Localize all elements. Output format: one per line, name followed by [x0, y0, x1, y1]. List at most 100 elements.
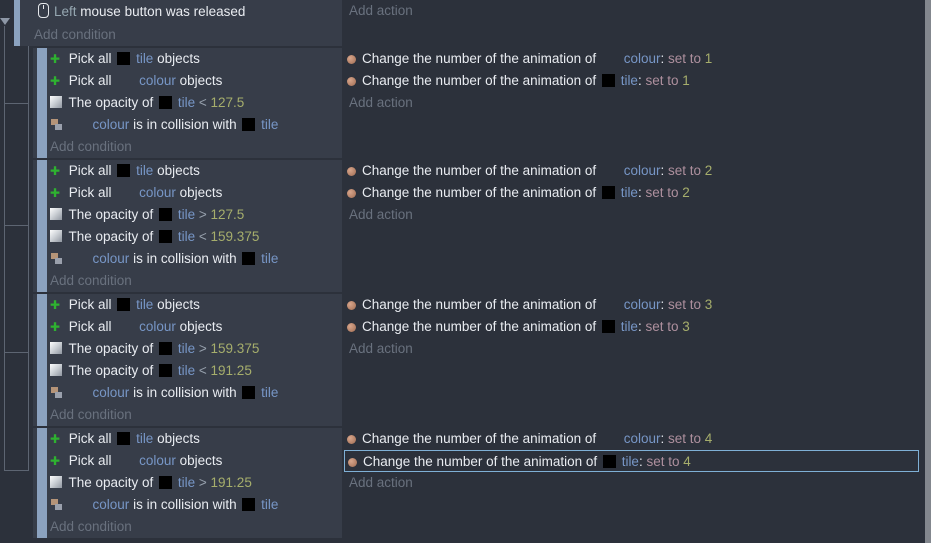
- text-segment: 4: [704, 431, 713, 446]
- action-row[interactable]: Change the number of the animation of ti…: [344, 70, 919, 92]
- add-condition-button[interactable]: Add condition: [50, 139, 132, 154]
- text-segment: Pick all: [68, 297, 112, 312]
- add-condition-button[interactable]: Add condition: [50, 519, 132, 534]
- collision-square-b: [55, 258, 62, 264]
- text-segment: tile: [177, 95, 196, 110]
- text-segment: colour: [623, 297, 661, 312]
- collision-icon: [50, 252, 65, 266]
- condition-row[interactable]: The opacity of tile < 191.25: [33, 360, 342, 382]
- condition-row[interactable]: Pick all tile objects: [33, 160, 342, 182]
- condition-row[interactable]: The opacity of tile < 159.375: [33, 226, 342, 248]
- text-segment: 127.5: [210, 95, 245, 110]
- text-segment: Change the number of the animation of: [362, 431, 597, 446]
- condition-row[interactable]: colour is in collision with tile: [33, 494, 342, 516]
- add-condition-button[interactable]: Add condition: [50, 407, 132, 422]
- tile-object-thumbnail: [242, 118, 256, 131]
- tile-object-thumbnail: [601, 186, 615, 199]
- text-segment: Change the number of the animation of: [362, 73, 597, 88]
- text-segment: 3: [682, 319, 690, 334]
- condition-row[interactable]: Pick all colour objects: [33, 70, 342, 92]
- pick-objects-icon: [50, 428, 65, 450]
- animation-icon: [347, 77, 356, 86]
- animation-icon: [347, 301, 356, 310]
- conditions-column: Pick all tile objects Pick all colour ob…: [33, 48, 342, 158]
- pick-objects-icon: [50, 48, 65, 70]
- event-drag-bar[interactable]: [14, 0, 20, 46]
- tile-object-thumbnail: [159, 364, 173, 377]
- colour-object-thumbnail: [69, 498, 89, 511]
- pick-objects-icon: [50, 294, 65, 316]
- text-segment: tile: [177, 341, 196, 356]
- condition-row[interactable]: The opacity of tile > 191.25: [33, 472, 342, 494]
- text-segment: Change the number of the animation of: [362, 185, 597, 200]
- tile-object-thumbnail: [117, 52, 131, 65]
- action-row[interactable]: Change the number of the animation of co…: [344, 48, 919, 70]
- conditions-column: Pick all tile objects Pick all colour ob…: [33, 428, 342, 538]
- text-segment: :: [638, 454, 643, 469]
- conditions-column: Pick all tile objects Pick all colour ob…: [33, 160, 342, 292]
- tile-object-thumbnail: [159, 208, 173, 221]
- add-action-button[interactable]: Add action: [349, 475, 413, 490]
- text-segment: tile: [136, 51, 154, 66]
- text-segment: The opacity of: [68, 95, 154, 110]
- action-row[interactable]: Change the number of the animation of ti…: [344, 316, 919, 338]
- event-drag-bar[interactable]: [37, 428, 47, 538]
- condition-row[interactable]: Pick all colour objects: [33, 182, 342, 204]
- condition-row[interactable]: Pick all colour objects: [33, 316, 342, 338]
- text-segment: objects: [157, 51, 200, 66]
- condition-row[interactable]: colour is in collision with tile: [33, 248, 342, 270]
- condition-row[interactable]: Pick all tile objects: [33, 48, 342, 70]
- text-segment: colour: [92, 497, 130, 512]
- text-segment: set to: [645, 185, 679, 200]
- condition-row[interactable]: Pick all colour objects: [33, 450, 342, 472]
- condition-row[interactable]: Pick all tile objects: [33, 428, 342, 450]
- text-segment: tile: [177, 207, 196, 222]
- text-segment: tile: [136, 431, 154, 446]
- condition-row[interactable]: The opacity of tile > 159.375: [33, 338, 342, 360]
- event-drag-bar[interactable]: [37, 294, 47, 426]
- tile-object-thumbnail: [159, 342, 173, 355]
- condition-row-mouse-released[interactable]: Left mouse button was released: [20, 0, 342, 24]
- animation-icon: [347, 55, 356, 64]
- add-condition-button[interactable]: Add condition: [50, 273, 132, 288]
- sub-event-1: Pick all tile objects Pick all colour ob…: [0, 48, 931, 158]
- text-segment: 159.375: [210, 341, 260, 356]
- add-action-button[interactable]: Add action: [349, 95, 413, 110]
- action-row[interactable]: Change the number of the animation of co…: [344, 160, 919, 182]
- add-action-button[interactable]: Add action: [349, 207, 413, 222]
- text-segment: 2: [682, 185, 690, 200]
- collision-icon: [50, 386, 65, 400]
- fold-arrow-icon[interactable]: [0, 18, 10, 25]
- mouse-icon: [38, 3, 49, 18]
- scrollbar[interactable]: [925, 0, 931, 543]
- action-row[interactable]: Change the number of the animation of co…: [344, 294, 919, 316]
- condition-row[interactable]: colour is in collision with tile: [33, 114, 342, 136]
- condition-row[interactable]: colour is in collision with tile: [33, 382, 342, 404]
- tile-object-thumbnail: [159, 230, 173, 243]
- text-segment: is in collision with: [133, 385, 237, 400]
- text-segment: >: [198, 475, 207, 490]
- condition-row[interactable]: The opacity of tile > 127.5: [33, 204, 342, 226]
- text-segment: colour: [139, 73, 176, 88]
- text-segment: Pick all: [68, 319, 112, 334]
- event-drag-bar[interactable]: [37, 48, 47, 158]
- action-row[interactable]: Change the number of the animation of co…: [344, 428, 919, 450]
- tree-line-vertical-outer: [4, 26, 5, 471]
- colour-object-thumbnail: [69, 252, 89, 265]
- add-action-button[interactable]: Add action: [349, 341, 413, 356]
- condition-row[interactable]: Pick all tile objects: [33, 294, 342, 316]
- colour-object-thumbnail: [600, 52, 620, 65]
- text-segment: The opacity of: [68, 207, 154, 222]
- action-row-selected[interactable]: Change the number of the animation of ti…: [344, 450, 919, 472]
- text-segment: :: [660, 163, 665, 178]
- tile-object-thumbnail: [117, 432, 131, 445]
- text-segment: Pick all: [68, 163, 112, 178]
- add-action-button[interactable]: Add action: [349, 3, 413, 18]
- add-condition-button[interactable]: Add condition: [34, 27, 116, 42]
- condition-row[interactable]: The opacity of tile < 127.5: [33, 92, 342, 114]
- action-row[interactable]: Change the number of the animation of ti…: [344, 182, 919, 204]
- tree-tick-1: [4, 103, 29, 104]
- text-segment: 127.5: [210, 207, 245, 222]
- opacity-icon: [50, 208, 62, 220]
- event-drag-bar[interactable]: [37, 160, 47, 292]
